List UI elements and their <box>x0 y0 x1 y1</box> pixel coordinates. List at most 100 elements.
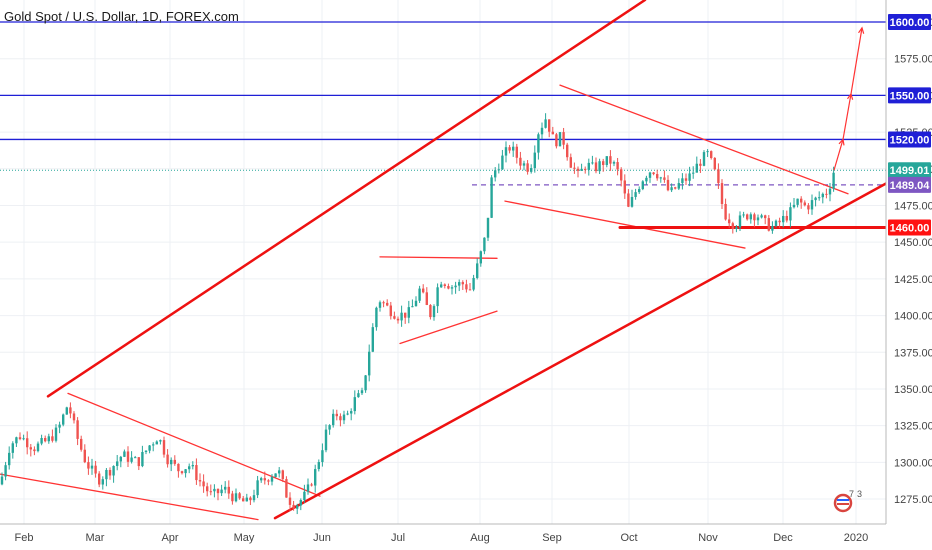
candle-body <box>202 481 205 487</box>
candle-body <box>612 162 616 164</box>
candle-body <box>116 461 119 466</box>
candle-body <box>8 452 11 466</box>
candle-body <box>785 215 788 221</box>
candle-body <box>119 456 122 462</box>
x-tick-label: Jun <box>313 532 331 544</box>
candle-body <box>112 465 115 476</box>
candle-body <box>15 437 18 444</box>
candle-body <box>350 411 353 414</box>
candle-body <box>274 473 277 478</box>
trendline <box>559 84 849 195</box>
candle-body <box>735 227 738 229</box>
candle-body <box>62 414 65 425</box>
candle-body <box>216 488 220 494</box>
candle-body <box>389 305 392 317</box>
candle-body <box>213 488 216 492</box>
candle-body <box>447 285 450 289</box>
y-tick-label: 1325.00 <box>894 421 932 433</box>
candle-body <box>386 302 389 306</box>
candle-body <box>220 489 223 494</box>
projection-segment <box>842 93 852 140</box>
candle-body <box>548 119 551 132</box>
candle-body <box>828 188 832 195</box>
candle-body <box>303 491 306 501</box>
candle-body <box>177 463 180 472</box>
candle-body <box>692 172 695 174</box>
candle-body <box>443 284 446 286</box>
candle-body <box>512 146 515 151</box>
candle-body <box>807 205 810 210</box>
y-tick-label: 1450.00 <box>894 237 932 249</box>
tradingview-logo: 7 3 <box>833 489 862 513</box>
candle-body <box>191 465 194 467</box>
price-tag <box>888 14 931 31</box>
candle-body <box>724 203 727 220</box>
candle-body <box>425 292 428 305</box>
candle-body <box>767 218 770 231</box>
candle-body <box>684 178 688 181</box>
candle-body <box>98 473 101 485</box>
x-tick-label: Nov <box>698 532 718 544</box>
candle-body <box>256 480 259 496</box>
candle-body <box>728 219 731 224</box>
candle-body <box>310 484 313 486</box>
candle-body <box>396 318 400 321</box>
candle-body <box>411 306 414 308</box>
candle-body <box>87 462 90 469</box>
candle-body <box>818 197 821 199</box>
candle-body <box>832 172 835 189</box>
candle-body <box>0 476 4 485</box>
candle-body <box>659 177 662 179</box>
candle-body <box>555 134 558 147</box>
candle-body <box>594 162 598 172</box>
candle-body <box>468 289 472 291</box>
x-tick-label: Feb <box>15 532 34 544</box>
y-tick-label: 1400.00 <box>894 311 932 323</box>
candle-body <box>638 189 641 193</box>
candle-body <box>159 440 162 442</box>
candle-body <box>195 465 198 481</box>
candle-body <box>346 413 349 415</box>
candle-body <box>58 424 61 428</box>
candle-body <box>206 486 209 492</box>
candle-body <box>400 312 403 321</box>
candle-body <box>742 214 745 216</box>
candle-body <box>11 443 14 453</box>
candle-body <box>634 192 637 197</box>
candle-body <box>454 285 457 288</box>
chart-title: Gold Spot / U.S. Dollar, 1D, FOREX.com <box>4 9 239 24</box>
candle-body <box>296 505 299 509</box>
candle-body <box>623 180 626 194</box>
candle-body <box>641 181 644 190</box>
candle-body <box>609 156 612 164</box>
candle-body <box>713 158 716 170</box>
candle-body <box>432 306 436 318</box>
candle-body <box>94 465 97 474</box>
price-tag-label: 1600.00 <box>890 17 930 29</box>
candle-body <box>360 390 364 394</box>
candle-body <box>558 132 562 147</box>
candle-body <box>666 179 670 191</box>
candle-body <box>252 495 256 501</box>
candle-body <box>418 288 421 301</box>
candle-body <box>803 202 806 206</box>
candle-body <box>72 413 76 421</box>
candle-body <box>598 161 601 172</box>
projection-arrowhead <box>858 26 865 34</box>
candle-body <box>108 469 112 476</box>
candle-body <box>245 497 248 502</box>
candle-body <box>771 225 774 231</box>
candle-body <box>706 151 709 153</box>
candle-body <box>328 425 331 430</box>
price-tag <box>888 162 931 179</box>
logo-count-b: 3 <box>857 489 862 499</box>
candle-body <box>753 214 756 221</box>
trendline <box>379 256 498 259</box>
candle-body <box>821 193 824 198</box>
candle-body <box>238 493 241 499</box>
candle-body <box>36 443 40 452</box>
candle-body <box>44 437 47 442</box>
projection-segment <box>850 27 863 95</box>
